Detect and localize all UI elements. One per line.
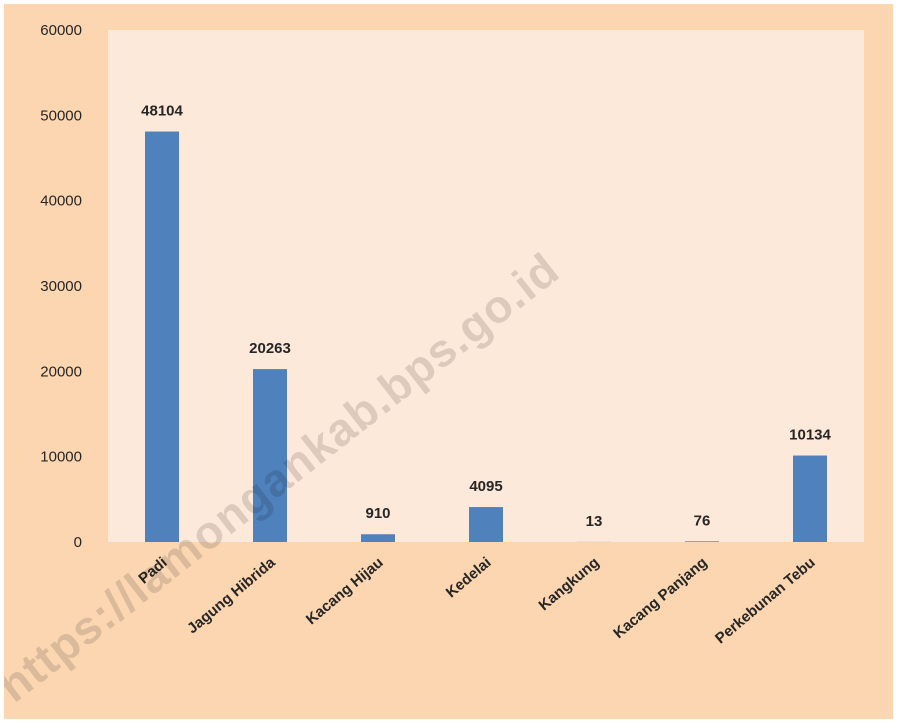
y-tick-label: 20000: [40, 363, 82, 380]
x-category-label: Kedelai: [443, 554, 495, 601]
x-category-label: Perkebunan Tebu: [712, 554, 818, 647]
y-tick-label: 30000: [40, 278, 82, 295]
bar-value-label: 13: [586, 513, 603, 530]
x-category-label: Kangkung: [535, 554, 602, 614]
y-tick-label: 10000: [40, 449, 82, 466]
bar-value-label: 4095: [469, 478, 502, 495]
bar-value-label: 48104: [141, 103, 183, 120]
bar-value-label: 20263: [249, 340, 291, 357]
x-category-label: Kacang Hijau: [303, 554, 387, 628]
bar: [685, 541, 719, 542]
bar: [145, 132, 179, 542]
bar-chart: 0 10000 20000 30000 40000 50000 60000 48104 202…: [4, 4, 893, 719]
bar-value-label: 76: [694, 512, 711, 529]
y-tick-label: 50000: [40, 107, 82, 124]
bar: [469, 507, 503, 542]
y-tick-label: 60000: [40, 22, 82, 39]
bar: [361, 534, 395, 542]
bar-value-label: 910: [365, 505, 390, 522]
bar-value-label: 10134: [789, 427, 831, 444]
y-tick-label: 40000: [40, 193, 82, 210]
y-tick-label: 0: [74, 534, 82, 551]
chart-frame: 0 10000 20000 30000 40000 50000 60000 48104 202…: [4, 4, 893, 719]
x-category-label: Kacang Panjang: [610, 554, 710, 642]
bar: [793, 456, 827, 542]
